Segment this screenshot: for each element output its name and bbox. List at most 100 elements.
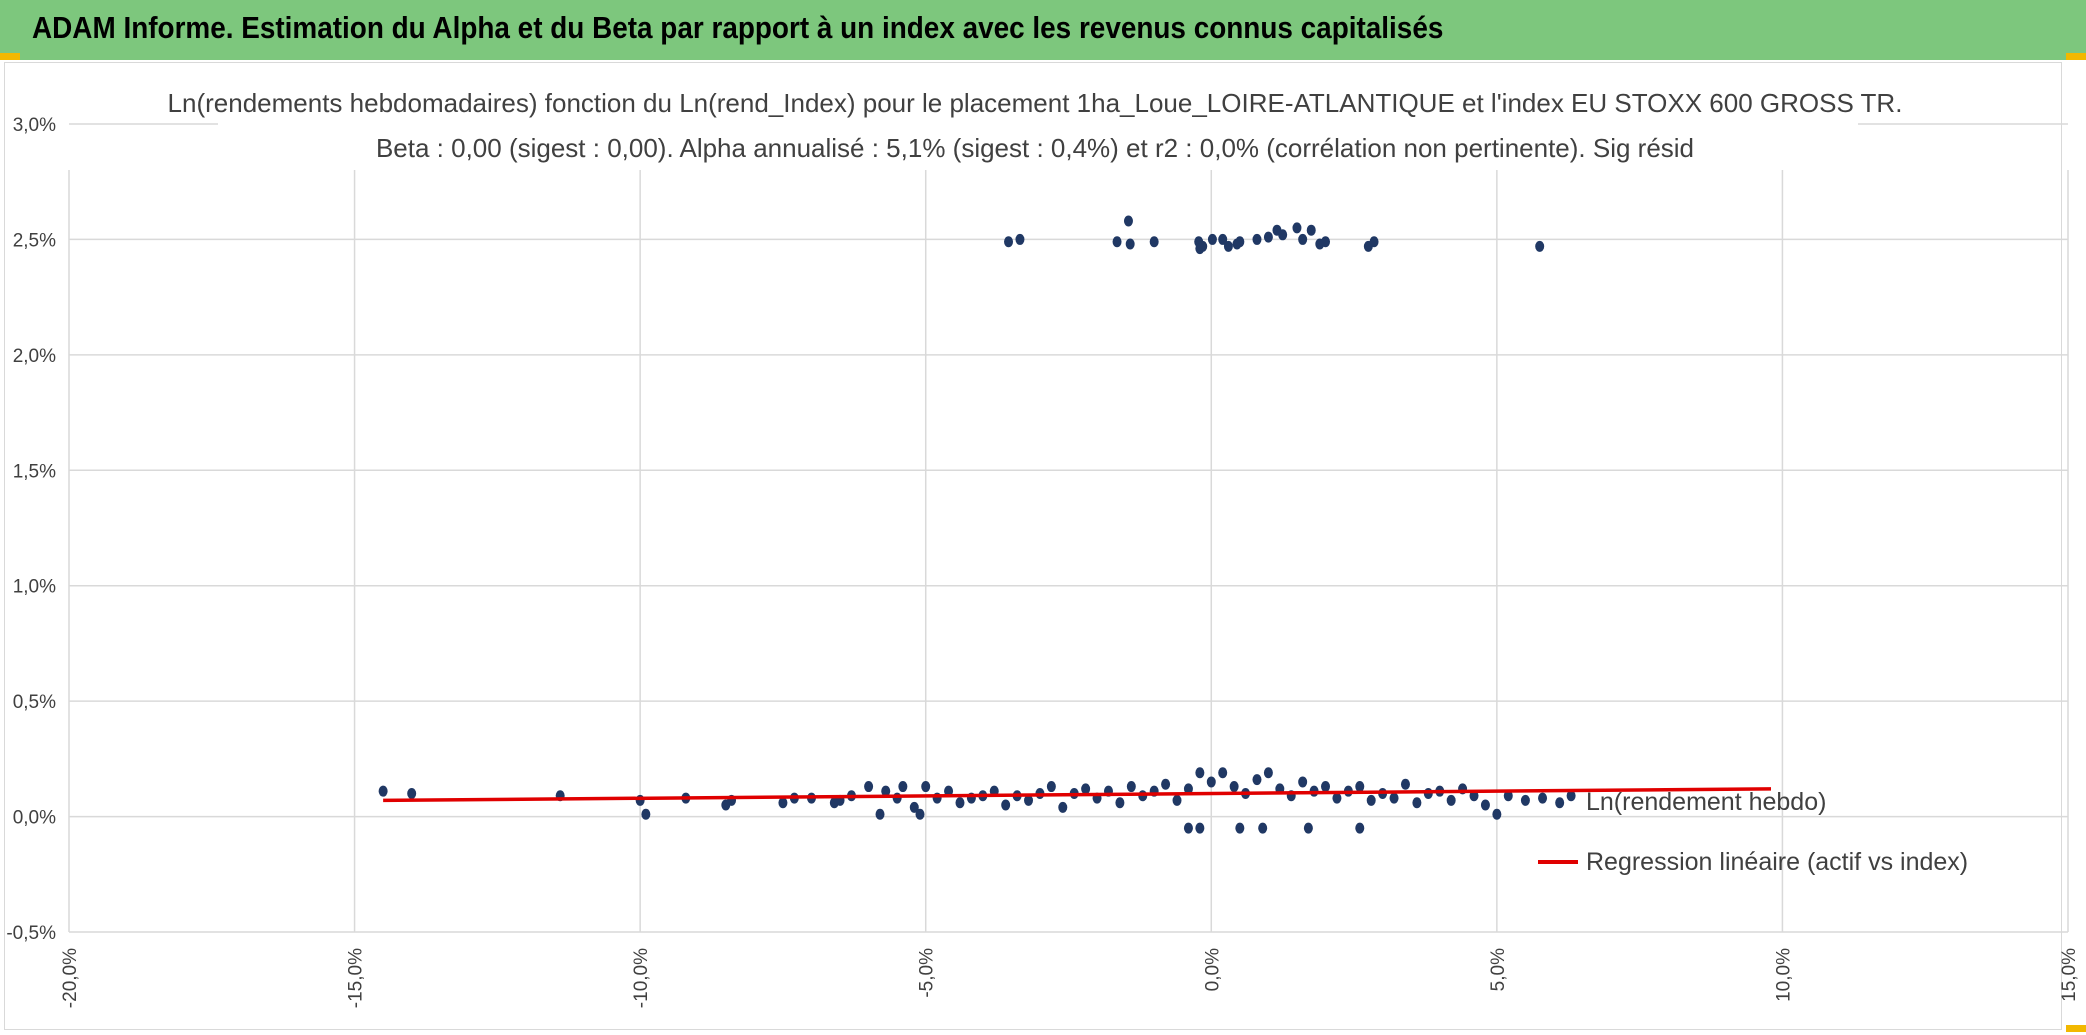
data-point — [1303, 822, 1313, 834]
data-point — [1046, 781, 1056, 793]
data-point — [1446, 794, 1456, 806]
corner-mark-top-right — [2066, 53, 2086, 60]
corner-mark-top-left — [0, 53, 20, 60]
x-tick-label: -15,0% — [346, 948, 367, 1008]
data-point — [1172, 794, 1182, 806]
data-point — [1492, 808, 1502, 820]
x-tick-label: 0,0% — [1202, 948, 1223, 991]
x-tick-label: -5,0% — [917, 948, 938, 998]
data-point — [1206, 776, 1216, 788]
data-point — [1058, 801, 1068, 813]
data-point — [1400, 778, 1410, 790]
legend-label-points: Ln(rendement hebdo) — [1586, 788, 1826, 816]
data-point — [955, 797, 965, 809]
data-point — [898, 781, 908, 793]
data-point — [1207, 233, 1217, 245]
data-point — [1555, 797, 1565, 809]
report-title: ADAM Informe. Estimation du Alpha et du … — [32, 10, 1444, 45]
data-point — [1535, 240, 1545, 252]
data-point — [1195, 822, 1205, 834]
data-point — [1369, 236, 1379, 248]
data-point — [1123, 215, 1133, 227]
data-point — [1229, 781, 1239, 793]
regression-line-group — [383, 787, 1772, 803]
y-tick-label: 3,0% — [13, 115, 56, 136]
data-point — [1332, 792, 1342, 804]
data-point — [1263, 767, 1273, 779]
data-point — [1278, 229, 1288, 241]
data-point — [881, 785, 891, 797]
y-tick-label: -0,5% — [6, 923, 56, 944]
data-point — [1298, 233, 1308, 245]
data-point — [1520, 794, 1530, 806]
data-point — [864, 781, 874, 793]
data-point — [1355, 822, 1365, 834]
data-point — [1321, 236, 1331, 248]
data-point — [1161, 778, 1171, 790]
regression-line — [383, 787, 1772, 803]
data-point — [1126, 781, 1136, 793]
data-point — [1195, 767, 1205, 779]
data-point — [1292, 222, 1302, 234]
data-point — [778, 797, 788, 809]
data-point — [1115, 797, 1125, 809]
y-tick-label: 1,5% — [13, 461, 56, 482]
data-point — [1235, 822, 1245, 834]
data-point — [1258, 822, 1268, 834]
data-point — [1149, 236, 1159, 248]
data-point — [1366, 794, 1376, 806]
data-point — [1298, 776, 1308, 788]
data-point — [875, 808, 885, 820]
data-point — [892, 792, 902, 804]
data-point — [1389, 792, 1399, 804]
x-tick-label: 5,0% — [1488, 948, 1509, 991]
report-header: ADAM Informe. Estimation du Alpha et du … — [0, 0, 2086, 60]
data-point — [1024, 794, 1034, 806]
data-point — [1183, 783, 1193, 795]
data-point — [1198, 240, 1208, 252]
data-point — [1235, 236, 1245, 248]
y-axis-ticks: 3,0% 2,5% 2,0% 1,5% 1,0% 0,5% 0,0% -0,5% — [6, 115, 56, 944]
data-point — [378, 785, 388, 797]
data-point — [1321, 781, 1331, 793]
data-points — [378, 215, 1576, 834]
data-point — [1263, 231, 1273, 243]
chart-title-line1: Ln(rendements hebdomadaires) fonction du… — [168, 88, 1903, 118]
data-point — [1081, 783, 1091, 795]
data-point — [1538, 792, 1548, 804]
y-tick-label: 1,0% — [13, 577, 56, 598]
data-point — [1566, 790, 1576, 802]
data-point — [1412, 797, 1422, 809]
legend-label-regression: Regression linéaire (actif vs index) — [1586, 848, 1968, 876]
data-point — [1183, 822, 1193, 834]
title-background — [218, 78, 1858, 170]
data-point — [1218, 767, 1228, 779]
chart-frame — [4, 62, 2062, 1030]
data-point — [1355, 781, 1365, 793]
y-tick-label: 2,5% — [13, 230, 56, 251]
y-tick-label: 0,0% — [13, 808, 56, 829]
data-point — [1015, 233, 1025, 245]
chart-title-line2: Beta : 0,00 (sigest : 0,00). Alpha annua… — [376, 133, 1694, 163]
data-point — [1503, 790, 1513, 802]
y-tick-label: 2,0% — [13, 346, 56, 367]
data-point — [921, 781, 931, 793]
legend: Ln(rendement hebdo) Regression linéaire … — [1538, 788, 1968, 876]
x-tick-label: 15,0% — [2059, 948, 2080, 1002]
data-point — [1112, 236, 1122, 248]
data-point — [1223, 240, 1233, 252]
x-axis-ticks: -20,0% -15,0% -10,0% -5,0% 0,0% 5,0% 10,0% 15,0… — [60, 948, 2080, 1008]
data-point — [1218, 233, 1228, 245]
x-tick-label: 10,0% — [1773, 948, 1794, 1002]
x-tick-label: -10,0% — [631, 948, 652, 1008]
data-point — [407, 787, 417, 799]
data-point — [1004, 236, 1014, 248]
data-point — [1001, 799, 1011, 811]
data-point — [1480, 799, 1490, 811]
data-point — [1306, 224, 1316, 236]
data-point — [915, 808, 925, 820]
data-point — [641, 808, 651, 820]
data-point — [1252, 774, 1262, 786]
y-tick-label: 0,5% — [13, 692, 56, 713]
